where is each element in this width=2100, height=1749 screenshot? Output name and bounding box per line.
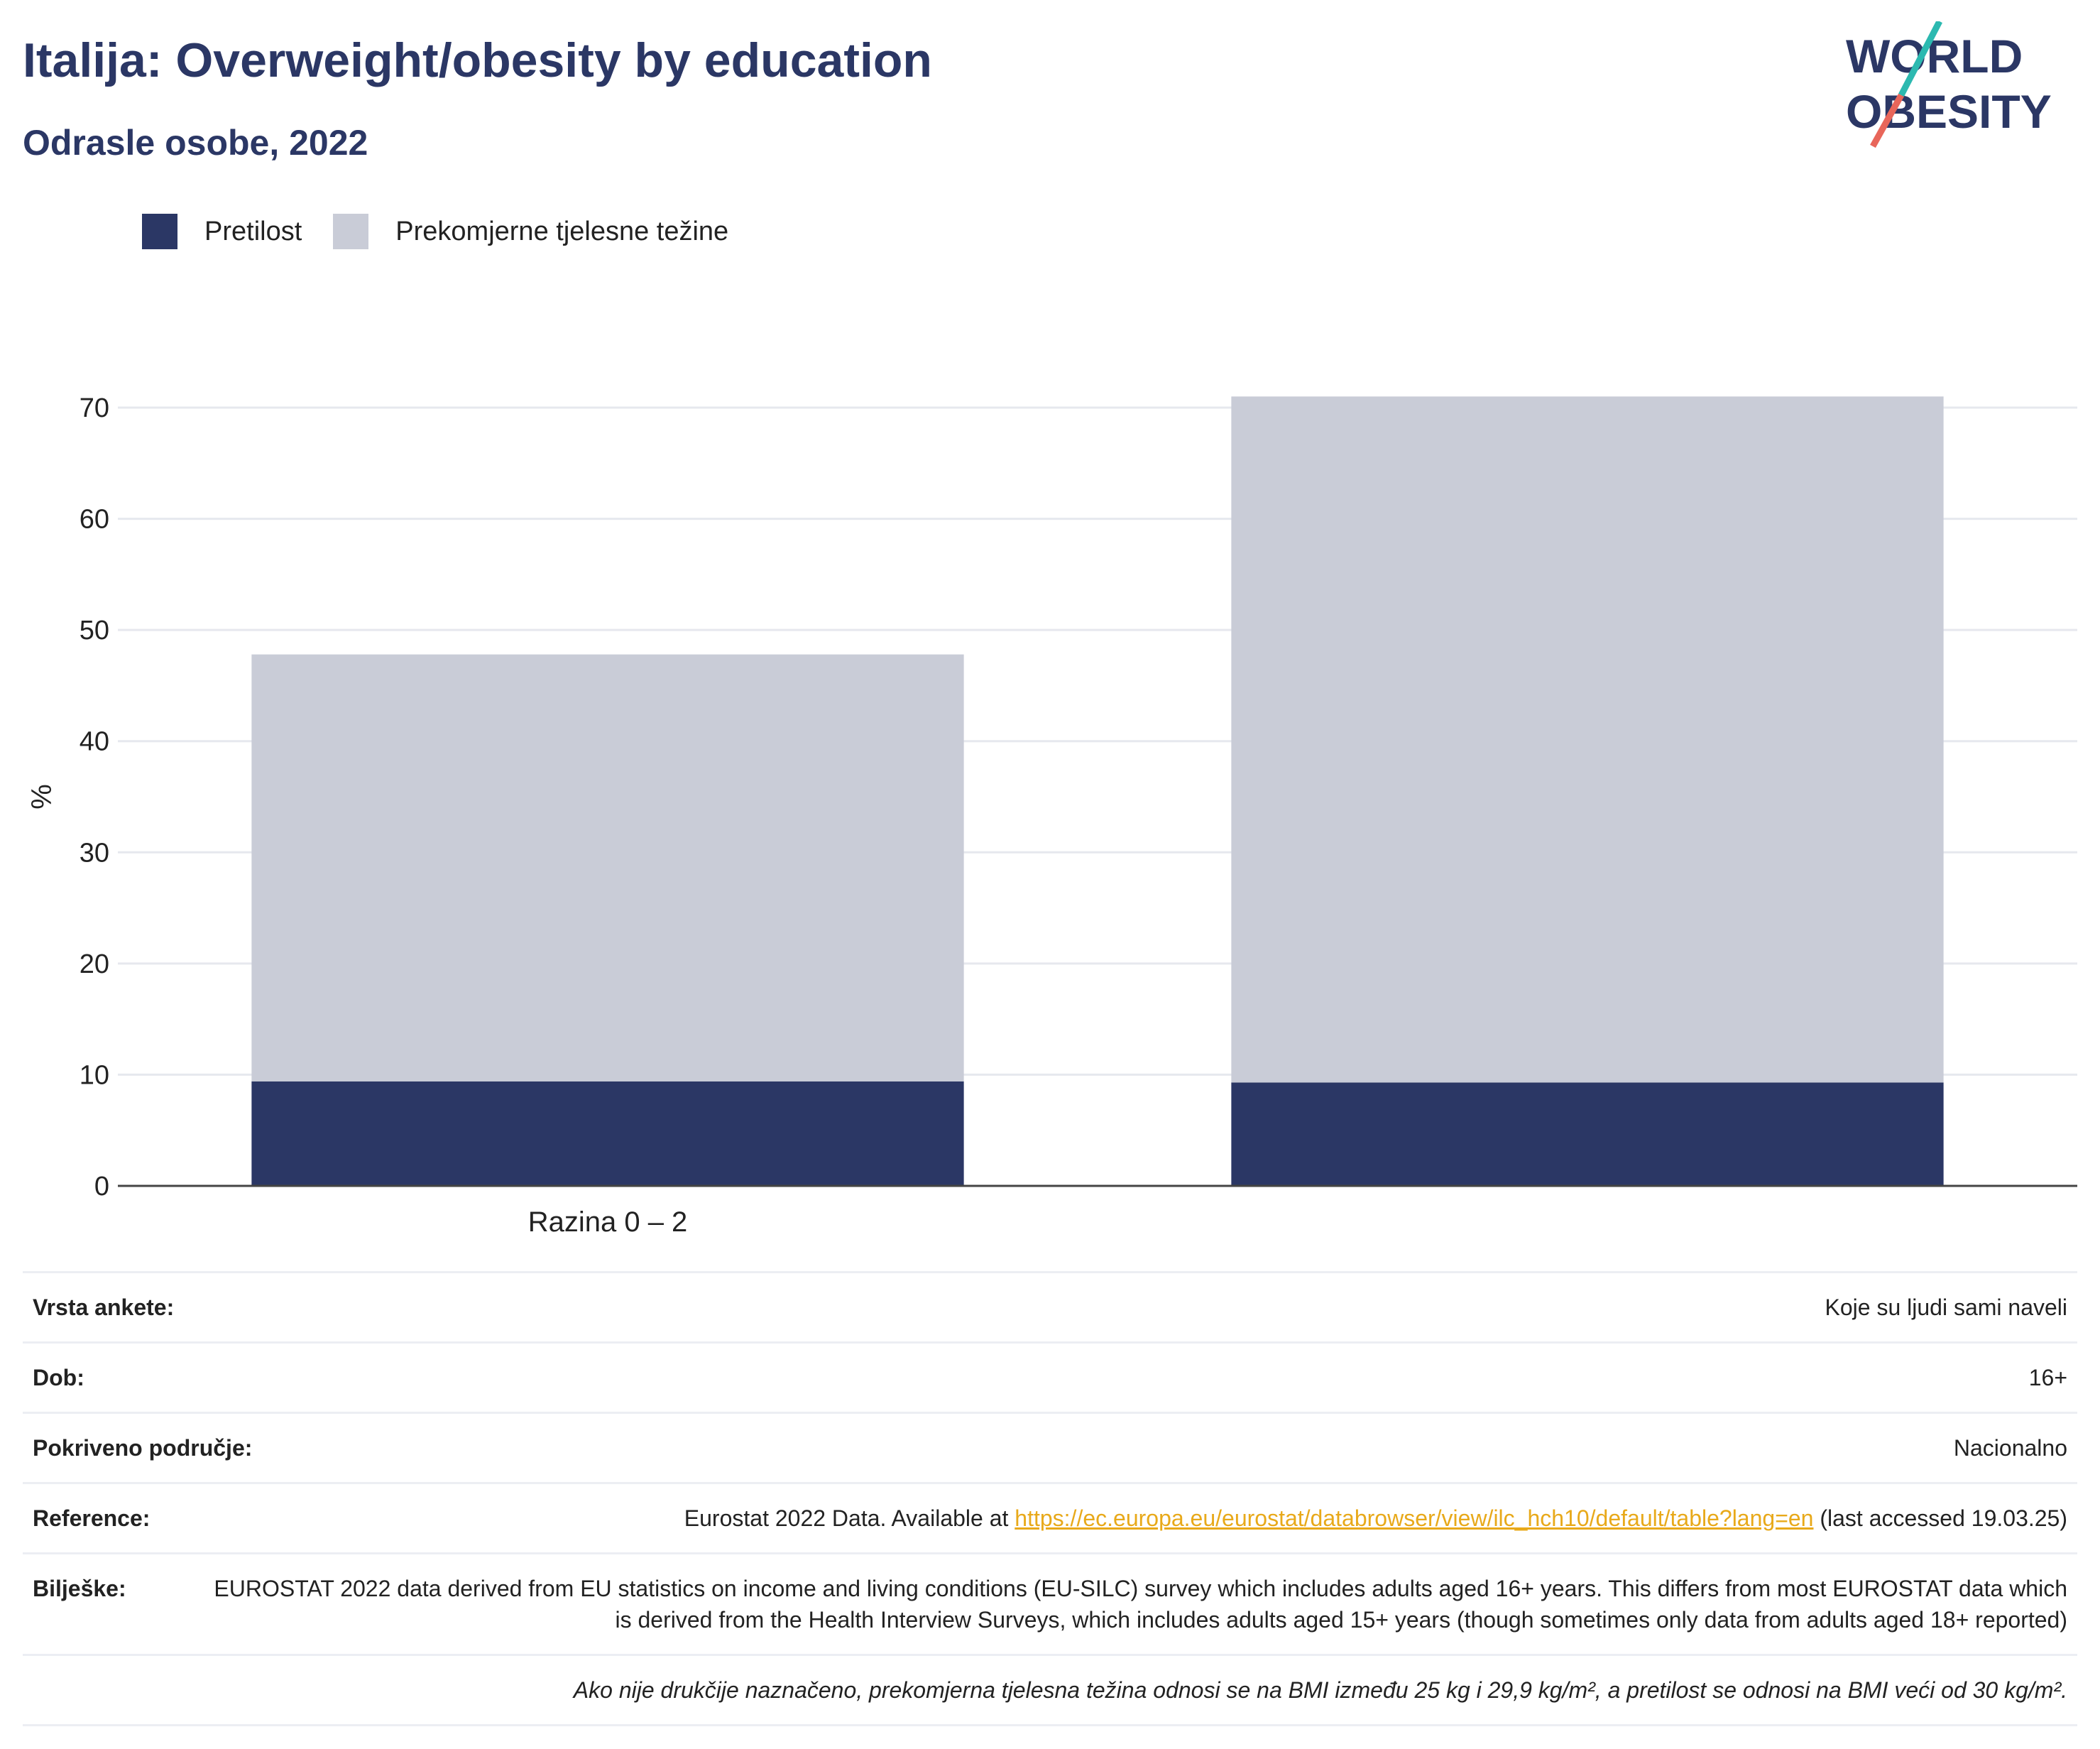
chart-subtitle: Odrasle osobe, 2022: [23, 123, 368, 163]
y-tick-label: 40: [80, 727, 109, 757]
bar-segment: [251, 1081, 964, 1186]
info-row-age: Dob: 16+: [23, 1341, 2077, 1412]
reference-prefix: Eurostat 2022 Data. Available at: [684, 1505, 1015, 1531]
legend-label-prekomjerne: Prekomjerne tjelesne težine: [395, 216, 729, 246]
legend-item-pretilost: Pretilost: [142, 214, 302, 249]
y-tick-label: 20: [80, 949, 109, 979]
y-tick-label: 0: [94, 1172, 109, 1202]
footnote: Ako nije drukčije naznačeno, prekomjerna…: [23, 1654, 2077, 1726]
bar-segment: [1231, 396, 1944, 1083]
reference-link[interactable]: https://ec.europa.eu/eurostat/databrowse…: [1015, 1505, 1814, 1531]
world-obesity-logo: WORLD OBESITY: [1846, 21, 2052, 148]
logo-coral-slash: [1870, 93, 1904, 148]
info-table: Vrsta ankete: Koje su ljudi sami naveli …: [23, 1271, 2077, 1726]
info-label: Bilješke:: [33, 1576, 126, 1601]
logo-line1: WORLD: [1846, 30, 2023, 82]
y-tick-label: 60: [80, 505, 109, 535]
info-value: EUROSTAT 2022 data derived from EU stati…: [214, 1576, 2067, 1633]
y-tick-label: 30: [80, 838, 109, 868]
info-label: Vrsta ankete:: [33, 1295, 175, 1320]
chart-title: Italija: Overweight/obesity by education: [23, 33, 932, 87]
reference-suffix: (last accessed 19.03.25): [1813, 1505, 2067, 1531]
legend-item-prekomjerne: Prekomjerne tjelesne težine: [333, 214, 728, 249]
chart-legend: Pretilost Prekomjerne tjelesne težine: [142, 210, 760, 253]
info-value: Eurostat 2022 Data. Available at https:/…: [684, 1503, 2067, 1534]
info-row-reference: Reference: Eurostat 2022 Data. Available…: [23, 1482, 2077, 1552]
logo-teal-slash: [1898, 21, 1942, 97]
bar-segment: [251, 654, 964, 1081]
legend-swatch-pretilost: [142, 214, 177, 249]
info-row-survey-type: Vrsta ankete: Koje su ljudi sami naveli: [23, 1271, 2077, 1341]
info-label: Dob:: [33, 1365, 84, 1390]
y-tick-label: 70: [80, 393, 109, 423]
info-row-coverage: Pokriveno područje: Nacionalno: [23, 1412, 2077, 1482]
legend-swatch-prekomjerne: [333, 214, 369, 249]
info-row-notes: Bilješke: EUROSTAT 2022 data derived fro…: [23, 1552, 2077, 1654]
y-tick-label: 10: [80, 1060, 109, 1090]
y-tick-label: 50: [80, 616, 109, 645]
bar-segment: [1231, 1082, 1944, 1186]
y-axis-label: %: [26, 784, 58, 810]
bar-chart: 0 10 20 30 40 50 60 70% Razina 0 – 2: [26, 393, 2077, 1238]
info-value: Nacionalno: [1953, 1435, 2067, 1461]
logo-line2: OBESITY: [1846, 85, 2052, 138]
info-value: Koje su ljudi sami naveli: [1825, 1295, 2068, 1320]
info-value: 16+: [2028, 1365, 2067, 1390]
info-label: Reference:: [33, 1505, 151, 1531]
info-label: Pokriveno područje:: [33, 1435, 253, 1461]
x-tick-label: Razina 0 – 2: [528, 1206, 688, 1238]
legend-label-pretilost: Pretilost: [204, 216, 302, 246]
